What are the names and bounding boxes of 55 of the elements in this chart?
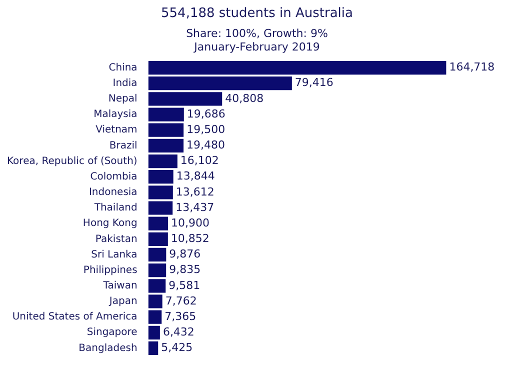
bar	[148, 326, 160, 340]
y-tick-label: Philippines	[83, 264, 138, 276]
data-label: 19,500	[186, 122, 226, 136]
y-tick-label: Bangladesh	[78, 342, 138, 354]
data-label: 7,762	[165, 294, 197, 308]
bar	[148, 201, 173, 215]
chart-title: 554,188 students in Australia	[161, 6, 353, 22]
y-tick-label: Vietnam	[96, 124, 138, 136]
bar	[148, 341, 158, 356]
y-tick-label: Taiwan	[102, 280, 138, 292]
bar	[148, 232, 168, 246]
data-label: 16,102	[180, 154, 219, 168]
data-label: 19,480	[186, 138, 226, 152]
data-label: 10,900	[171, 216, 210, 230]
data-label: 7,365	[164, 310, 196, 323]
bar	[148, 76, 292, 90]
bar	[148, 138, 184, 152]
data-label: 164,718	[449, 60, 495, 74]
data-label: 9,581	[168, 278, 200, 292]
y-tick-label: Brazil	[109, 140, 138, 152]
data-label: 40,808	[225, 92, 264, 105]
y-tick-label: Japan	[108, 296, 138, 308]
y-tick-label: Hong Kong	[82, 218, 138, 230]
bar	[148, 60, 446, 75]
bar	[148, 248, 166, 262]
data-label: 19,686	[186, 107, 226, 120]
bar	[148, 154, 178, 168]
y-tick-label: Pakistan	[95, 234, 138, 245]
data-label: 13,437	[176, 200, 214, 214]
bar	[148, 186, 173, 200]
y-tick-label: Indonesia	[88, 187, 138, 198]
bar	[148, 123, 184, 137]
data-label: 79,416	[294, 76, 334, 90]
data-label: 13,612	[176, 185, 214, 198]
y-tick-label: Sri Lanka	[91, 249, 138, 260]
y-tick-label: Singapore	[86, 327, 138, 338]
data-label: 9,835	[169, 263, 201, 276]
y-tick-label: Korea, Republic of (South)	[6, 156, 138, 167]
y-tick-label: China	[108, 62, 138, 74]
y-tick-label: India	[112, 78, 138, 89]
data-label: 9,876	[169, 248, 201, 261]
data-label: 13,844	[176, 170, 215, 183]
y-tick-label: United States of America	[12, 312, 138, 323]
data-label: 5,425	[161, 341, 193, 354]
y-tick-label: Malaysia	[94, 109, 138, 120]
y-tick-label: Nepal	[108, 94, 138, 105]
chart-subtitle: Share: 100%, Growth: 9% January-February 2019	[186, 27, 328, 54]
data-label: 10,852	[170, 232, 210, 246]
y-tick-label: Colombia	[90, 171, 138, 182]
y-tick-label: Thailand	[93, 202, 138, 214]
bar	[148, 264, 166, 278]
bar	[148, 216, 168, 230]
data-label: 6,432	[162, 325, 194, 338]
bar	[148, 279, 166, 293]
bar	[148, 170, 174, 184]
